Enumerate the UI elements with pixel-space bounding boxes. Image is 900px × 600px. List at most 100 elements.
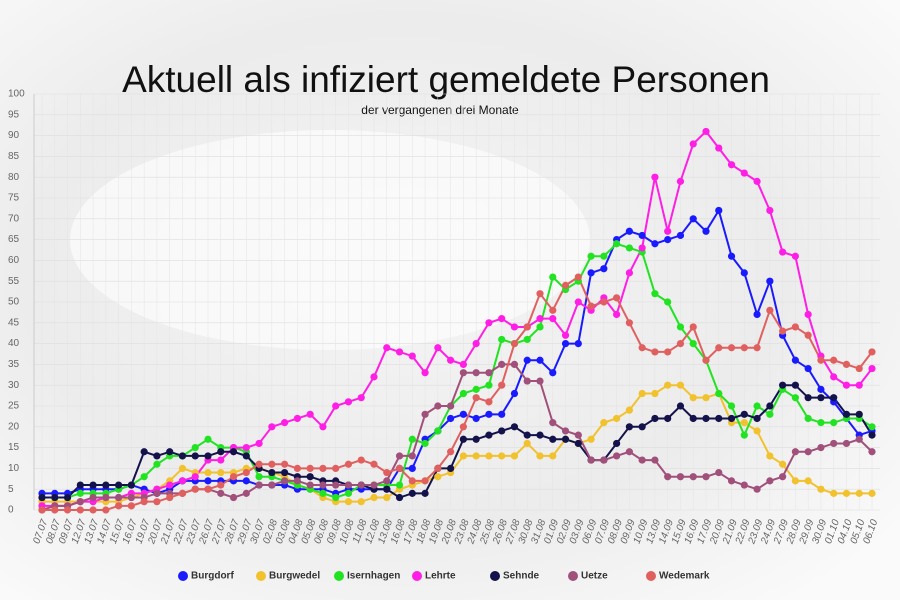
data-point	[344, 460, 353, 468]
data-point	[740, 481, 748, 489]
data-point	[587, 269, 595, 277]
data-point	[830, 394, 838, 402]
data-point	[574, 439, 582, 448]
data-point	[549, 452, 557, 460]
data-point	[178, 452, 187, 460]
data-point	[63, 506, 72, 514]
data-point	[472, 394, 480, 402]
data-point	[472, 385, 480, 393]
data-point	[459, 360, 467, 368]
y-tick-label: 85	[8, 151, 20, 162]
data-point	[664, 348, 672, 356]
data-point	[574, 340, 582, 348]
data-point	[370, 373, 378, 381]
data-point	[459, 369, 467, 377]
data-point	[498, 452, 506, 460]
data-point	[830, 373, 838, 381]
data-point	[842, 489, 851, 497]
data-point	[242, 477, 250, 485]
data-point	[600, 456, 608, 464]
data-point	[319, 464, 327, 472]
data-point	[855, 364, 863, 373]
data-point	[204, 435, 212, 443]
data-point	[740, 431, 748, 439]
data-point	[523, 356, 531, 364]
y-tick-label: 35	[8, 359, 20, 370]
data-point	[306, 473, 314, 481]
data-point	[727, 477, 736, 485]
data-point	[561, 331, 570, 339]
data-point	[370, 493, 378, 502]
data-point	[485, 381, 493, 389]
data-point	[383, 477, 391, 485]
legend-marker	[568, 571, 578, 581]
data-point	[153, 498, 161, 506]
data-point	[434, 427, 442, 435]
data-point	[868, 431, 876, 439]
data-point	[753, 485, 761, 493]
data-point	[408, 464, 416, 472]
data-point	[779, 327, 787, 335]
data-point	[702, 394, 710, 402]
data-point	[779, 248, 787, 256]
data-point	[753, 402, 761, 410]
y-tick-label: 20	[8, 421, 20, 432]
background-shape	[70, 130, 590, 350]
data-point	[332, 402, 340, 410]
data-point	[791, 381, 799, 389]
data-point	[242, 444, 250, 452]
data-point	[459, 452, 467, 460]
data-point	[727, 344, 736, 352]
data-point	[561, 340, 570, 348]
data-point	[638, 344, 646, 352]
data-point	[766, 206, 774, 215]
data-point	[178, 477, 187, 485]
data-point	[268, 460, 276, 468]
data-point	[587, 252, 595, 260]
data-point	[715, 468, 723, 477]
data-point	[38, 493, 46, 502]
data-point	[204, 468, 212, 477]
data-point	[510, 389, 519, 398]
data-point	[357, 394, 365, 402]
data-point	[319, 489, 327, 497]
data-point	[676, 402, 685, 410]
data-point	[715, 389, 723, 398]
data-point	[383, 485, 391, 493]
data-point	[791, 394, 799, 402]
legend-label: Wedemark	[659, 571, 710, 582]
data-point	[523, 377, 531, 385]
data-point	[306, 481, 314, 489]
data-point	[166, 493, 174, 502]
data-point	[383, 493, 391, 502]
data-point	[523, 335, 531, 344]
data-point	[715, 144, 723, 152]
data-point	[536, 452, 544, 460]
legend-label: Uetze	[581, 571, 608, 582]
data-point	[191, 473, 199, 481]
legend-marker	[412, 571, 422, 581]
legend-marker	[490, 571, 500, 581]
data-point	[830, 489, 838, 497]
data-point	[102, 481, 110, 489]
data-point	[76, 506, 84, 514]
data-point	[715, 206, 723, 215]
data-point	[842, 381, 851, 389]
data-point	[804, 331, 812, 339]
data-point	[689, 473, 697, 481]
data-point	[842, 360, 851, 368]
data-point	[689, 140, 697, 148]
data-point	[344, 398, 353, 406]
data-point	[536, 356, 544, 364]
data-point	[740, 344, 748, 352]
data-point	[676, 340, 685, 348]
data-point	[510, 323, 519, 331]
data-point	[651, 414, 659, 423]
data-point	[498, 315, 506, 323]
data-point	[651, 348, 659, 356]
y-tick-label: 90	[8, 130, 20, 141]
data-point	[229, 493, 238, 502]
data-point	[715, 344, 723, 352]
data-point	[842, 439, 851, 448]
